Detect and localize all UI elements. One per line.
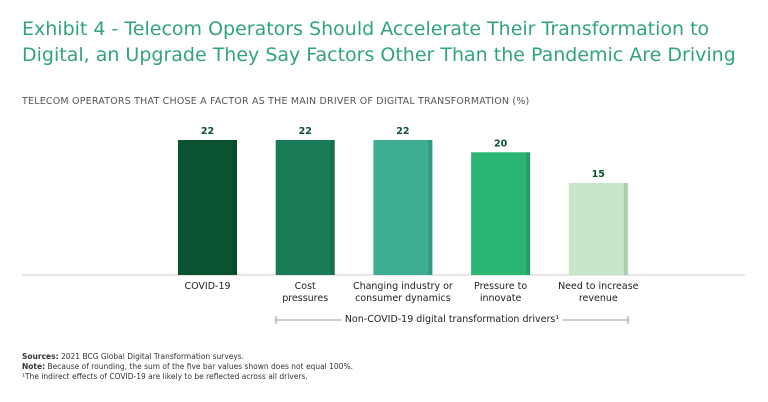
bar-shade [526,152,531,275]
chart-subtitle: TELECOM OPERATORS THAT CHOSE A FACTOR AS… [22,96,530,107]
bar-shade [428,140,433,275]
note: ¹The indirect effects of COVID-19 are li… [22,372,353,382]
note-label: Sources: [22,352,59,361]
note-label: Note: [22,362,46,371]
bar-shade [623,182,628,275]
group-label: Non-COVID-19 digital transformation driv… [340,314,564,325]
value-label: 22 [299,126,312,137]
bar [178,140,237,275]
value-label: 20 [494,138,508,149]
chart-title: Exhibit 4 - Telecom Operators Should Acc… [22,18,736,66]
x-tick-label: Need to increase revenue [558,281,639,304]
bar-shade [233,140,237,275]
notes: Sources: 2021 BCG Global Digital Transfo… [22,352,353,382]
note-text: ¹The indirect effects of COVID-19 are li… [22,372,308,381]
note: Sources: 2021 BCG Global Digital Transfo… [22,352,353,362]
note-text: Because of rounding, the sum of the five… [47,362,353,371]
x-tick-label: Cost pressures [282,281,329,304]
x-tick-label: COVID-19 [184,281,231,292]
value-label: 22 [396,126,409,137]
bar [568,182,628,275]
bar [373,140,433,275]
group-label-box: Non-COVID-19 digital transformation driv… [276,314,628,325]
bar [275,140,335,275]
note: Note: Because of rounding, the sum of th… [22,362,353,372]
x-tick-label: Pressure to innovate [474,281,528,304]
value-label: 15 [592,169,605,180]
note-text: 2021 BCG Global Digital Transformation s… [60,352,245,361]
bar-shade [330,140,335,275]
bar [471,152,531,275]
value-label: 22 [201,126,214,137]
x-tick-label: Changing industry or consumer dynamics [352,281,453,304]
